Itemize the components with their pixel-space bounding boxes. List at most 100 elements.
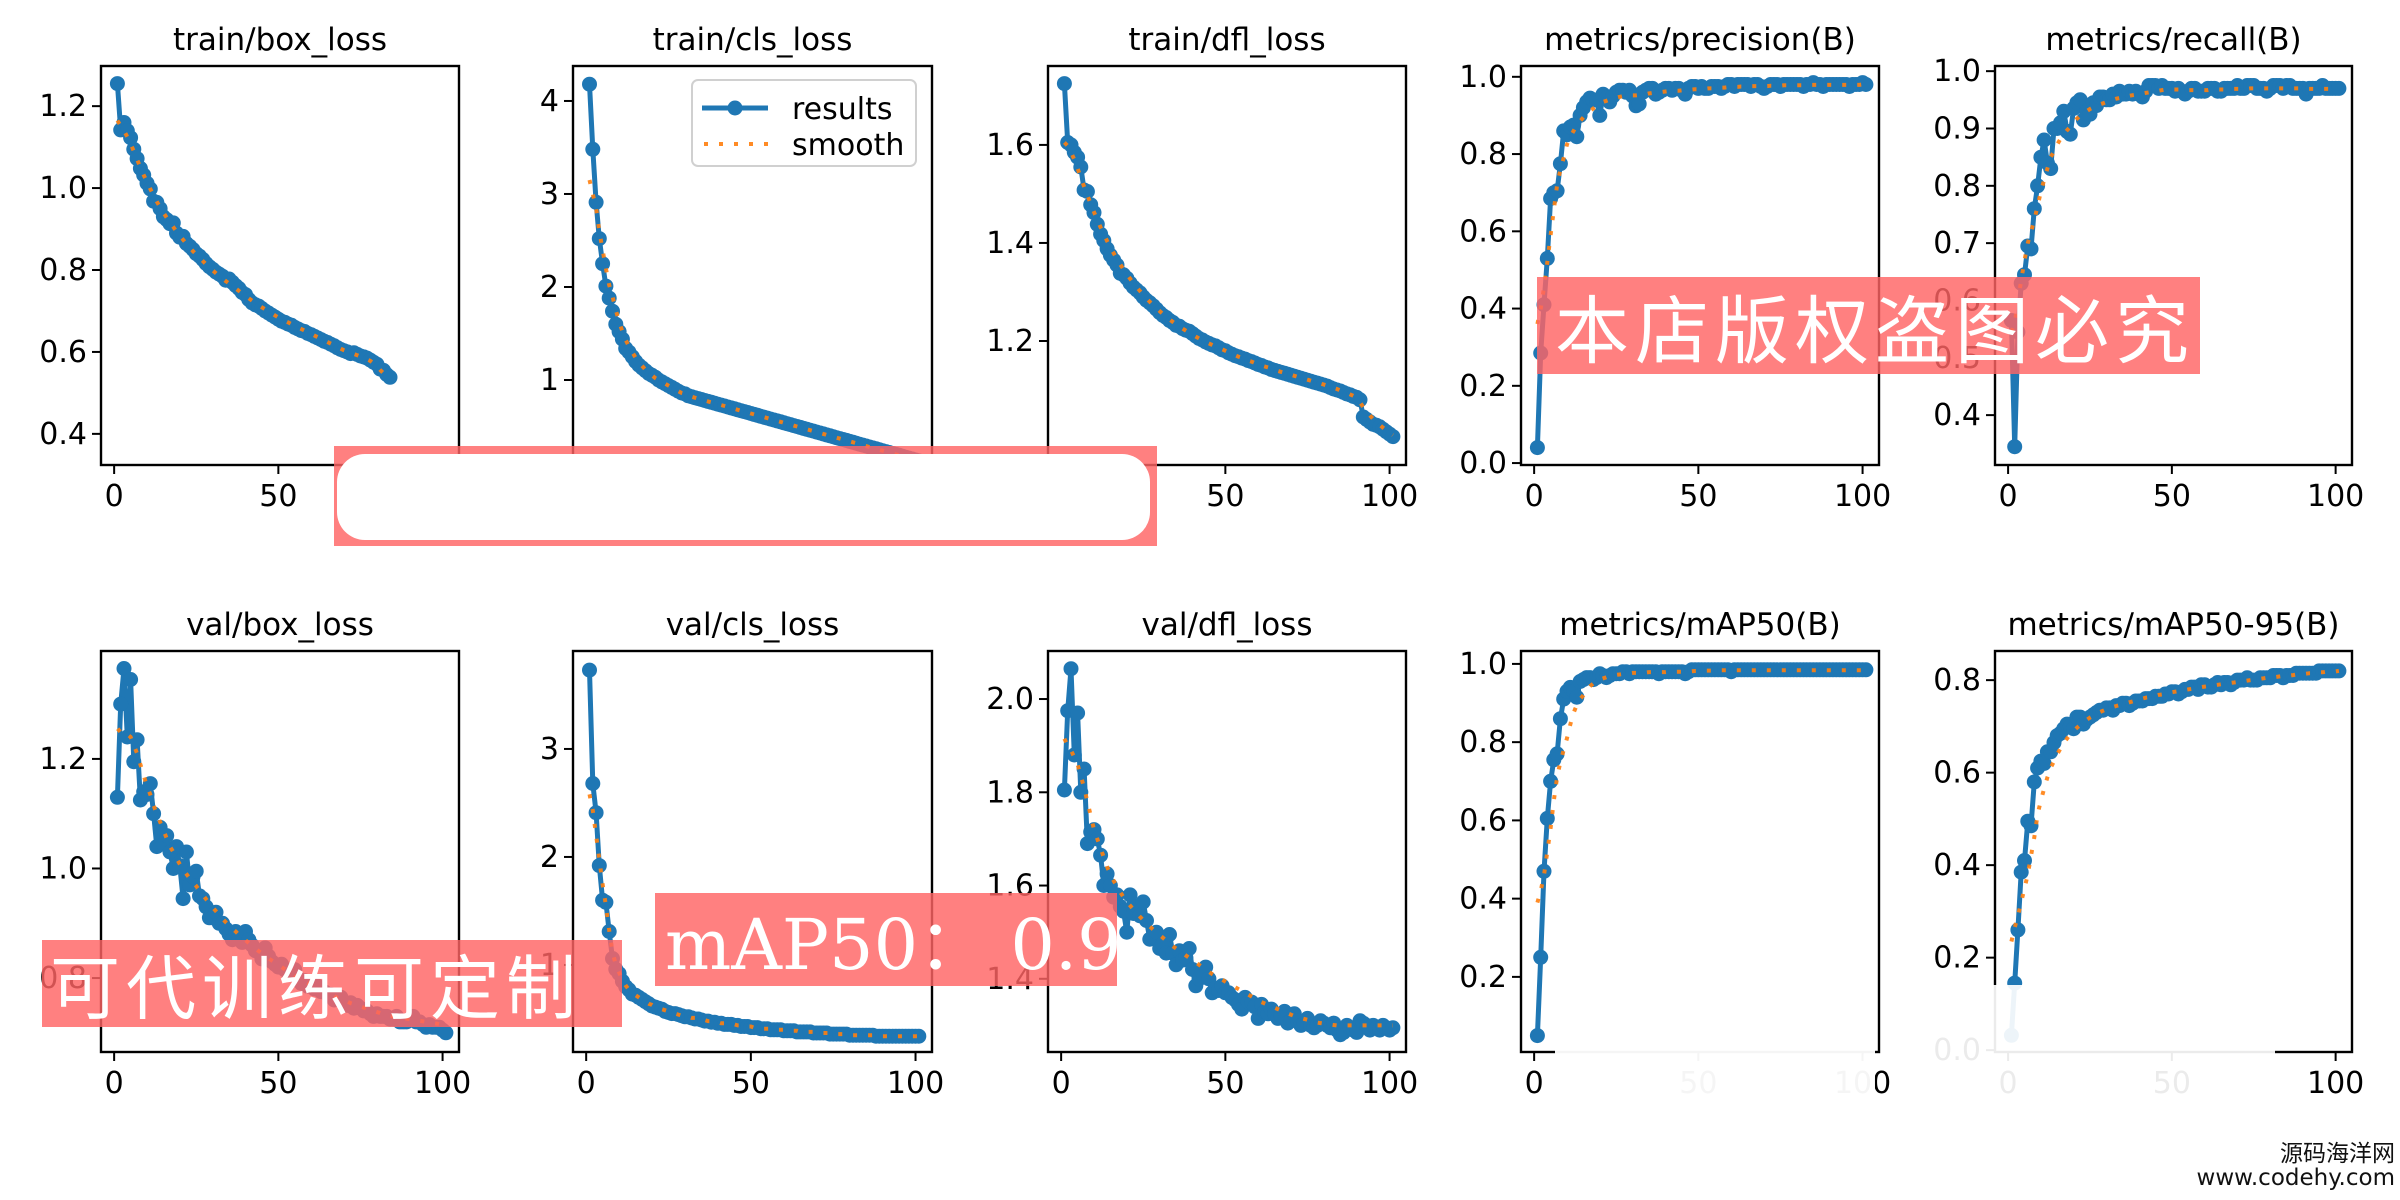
data-point-results <box>2331 80 2347 96</box>
series-line-smooth <box>2009 86 2339 333</box>
data-point-results <box>2017 853 2032 868</box>
subplot-title: metrics/mAP50-95(B) <box>2007 607 2339 643</box>
data-point-results <box>2013 864 2029 880</box>
y-tick-label: 3 <box>540 732 559 767</box>
subplot-metrics-precision-b-: metrics/precision(B) 0 50 100 0.0 0.2 0.4 0.6 0.… <box>1459 22 1891 514</box>
y-tick-label: 1.0 <box>1933 54 1981 89</box>
series-line-smooth <box>1535 668 1866 904</box>
data-point-results <box>2072 92 2088 108</box>
y-tick-label: 0.8 <box>39 253 87 288</box>
data-point-results <box>2023 241 2039 257</box>
data-point-results <box>605 303 620 319</box>
plot-area <box>1056 76 1401 445</box>
y-tick-label: 1.2 <box>986 324 1034 359</box>
y-tick-label: 0.4 <box>39 417 87 452</box>
data-point-results <box>109 76 125 92</box>
y-tick-label: 2.0 <box>986 682 1034 717</box>
data-point-results <box>582 76 597 92</box>
data-point-results <box>2043 161 2059 177</box>
plot-area <box>1529 75 1874 456</box>
data-point-results <box>1529 1028 1545 1044</box>
watermark-blank-patch-map5095 <box>1885 985 2275 1100</box>
data-point-results <box>1552 156 1568 172</box>
data-point-results <box>2030 178 2046 194</box>
data-point-results <box>1549 746 1565 762</box>
subplot-metrics-recall-b-: metrics/recall(B)0501000.40.50.60.70.80.… <box>1933 22 2364 514</box>
subplot-title: metrics/mAP50(B) <box>1559 607 1840 643</box>
data-point-results <box>582 662 597 678</box>
axes-frame <box>1993 64 2354 467</box>
y-tick-label: 1.0 <box>1459 60 1507 95</box>
y-tick-label: 0.6 <box>1459 214 1507 249</box>
y-tick-label: 1 <box>540 363 559 398</box>
data-point-results <box>585 141 601 157</box>
watermark-map-banner: mAP50： 0.98 <box>655 893 1117 986</box>
x-tick-label: 100 <box>2307 479 2364 514</box>
x-tick-label: 100 <box>2307 1066 2364 1101</box>
y-tick-label: 0.8 <box>1459 725 1507 760</box>
legend-results-label: results <box>792 92 893 127</box>
y-tick-label: 1.6 <box>986 128 1034 163</box>
data-point-results <box>598 278 614 294</box>
x-tick-label: 0 <box>105 1066 124 1101</box>
data-point-results <box>598 894 614 910</box>
y-tick-label: 0.7 <box>1933 226 1981 261</box>
watermark-map-text: mAP50： 0.98 <box>665 904 1117 986</box>
axes-frame <box>99 649 461 1054</box>
subplot-title: train/box_loss <box>173 22 387 58</box>
data-point-results <box>1549 183 1565 199</box>
data-point-results <box>1162 927 1177 942</box>
subplot-train-box-loss: train/box_loss0501000.40.60.81.01.2 <box>39 22 471 514</box>
y-tick-label: 0.0 <box>1459 446 1507 481</box>
y-tick-label: 1.0 <box>39 171 87 206</box>
data-point-results <box>1569 689 1585 705</box>
data-point-results <box>175 891 191 907</box>
data-point-results <box>146 806 162 822</box>
subplot-title: train/dfl_loss <box>1128 22 1325 58</box>
site-url: www.codehy.com <box>2196 1165 2395 1192</box>
y-tick-label: 2 <box>540 840 559 875</box>
plot-area <box>2003 78 2347 455</box>
data-point-results <box>126 754 142 770</box>
data-point-results <box>1119 924 1135 940</box>
axes-frame <box>1046 649 1408 1054</box>
data-point-results <box>1093 847 1109 863</box>
plot-area <box>2003 663 2347 1043</box>
site-credit: 源码海洋网 www.codehy.com <box>2190 1142 2395 1190</box>
data-point-results <box>1385 429 1401 445</box>
y-tick-label: 1.8 <box>986 775 1034 810</box>
watermark-blank-patch-map50 <box>1555 1000 1875 1110</box>
series-line-smooth <box>1535 82 1866 325</box>
subplot-title: metrics/recall(B) <box>2045 22 2301 58</box>
y-tick-label: 0.8 <box>1459 137 1507 172</box>
x-tick-label: 50 <box>1206 1066 1244 1101</box>
data-point-results <box>1073 159 1089 175</box>
x-tick-label: 0 <box>1999 479 2018 514</box>
data-point-results <box>591 858 607 874</box>
y-tick-label: 0.8 <box>1933 663 1981 698</box>
x-tick-label: 100 <box>414 1066 471 1101</box>
data-point-results <box>1631 96 1647 112</box>
y-tick-label: 0.2 <box>1933 941 1981 976</box>
data-point-results <box>1063 661 1079 677</box>
subplot-title: val/dfl_loss <box>1142 607 1313 643</box>
data-point-results <box>1552 711 1568 727</box>
data-point-results <box>113 696 129 712</box>
data-point-results <box>1070 705 1086 721</box>
series-line-smooth <box>587 179 920 463</box>
subplot-title: val/box_loss <box>186 607 374 643</box>
series-line-results <box>2008 83 2339 450</box>
data-point-results <box>1181 941 1197 956</box>
series-line-results <box>114 83 392 380</box>
data-point-results <box>1122 887 1138 903</box>
data-point-results <box>2036 755 2052 771</box>
data-point-results <box>2026 774 2042 790</box>
data-point-results <box>172 858 188 874</box>
plot-area <box>109 76 398 385</box>
data-point-results <box>595 256 611 272</box>
y-tick-label: 0.6 <box>1459 803 1507 838</box>
data-point-results <box>1592 107 1608 123</box>
plot-area <box>582 76 927 465</box>
